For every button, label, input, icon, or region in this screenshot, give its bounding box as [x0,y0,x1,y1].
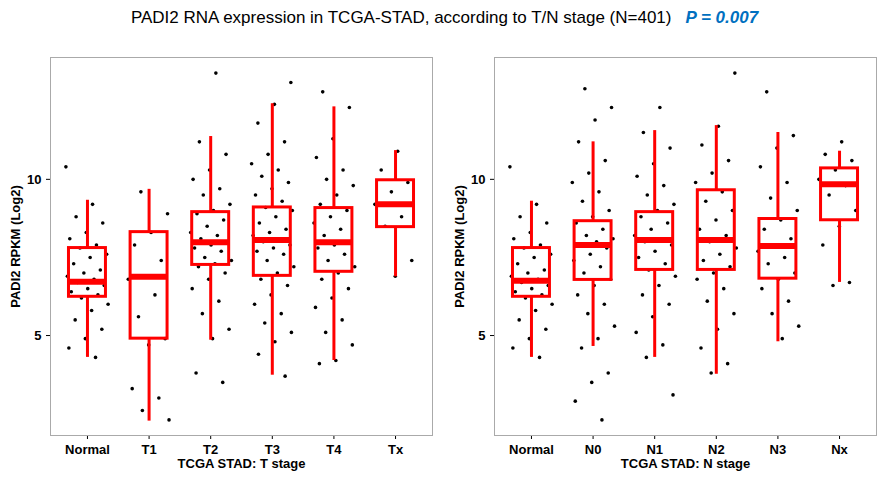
svg-text:10: 10 [471,171,485,186]
svg-text:5: 5 [478,328,485,343]
svg-text:PADI2 RPKM (Log2): PADI2 RPKM (Log2) [8,185,23,308]
svg-text:Nx: Nx [831,442,848,457]
html-text:PADI2 RNA expression in TCGA-S: PADI2 RNA expression in TCGA-STAD, accor… [130,8,672,27]
svg-text:T3: T3 [265,442,280,457]
svg-text:10: 10 [27,171,41,186]
svg-text:5: 5 [34,328,41,343]
svg-text:N1: N1 [646,442,663,457]
html-text:P = 0.007: P = 0.007 [685,8,759,27]
svg-text:Normal: Normal [509,442,554,457]
svg-text:TCGA STAD: N stage: TCGA STAD: N stage [621,456,750,471]
svg-text:N0: N0 [585,442,602,457]
svg-text:T2: T2 [203,442,218,457]
svg-text:PADI2 RPKM (Log2): PADI2 RPKM (Log2) [452,185,467,308]
svg-text:N3: N3 [770,442,787,457]
svg-text:T4: T4 [326,442,342,457]
svg-text:TCGA STAD: T stage: TCGA STAD: T stage [178,456,306,471]
svg-text:T1: T1 [141,442,156,457]
svg-text:N2: N2 [708,442,725,457]
svg-text:Tx: Tx [388,442,404,457]
svg-text:Normal: Normal [65,442,110,457]
